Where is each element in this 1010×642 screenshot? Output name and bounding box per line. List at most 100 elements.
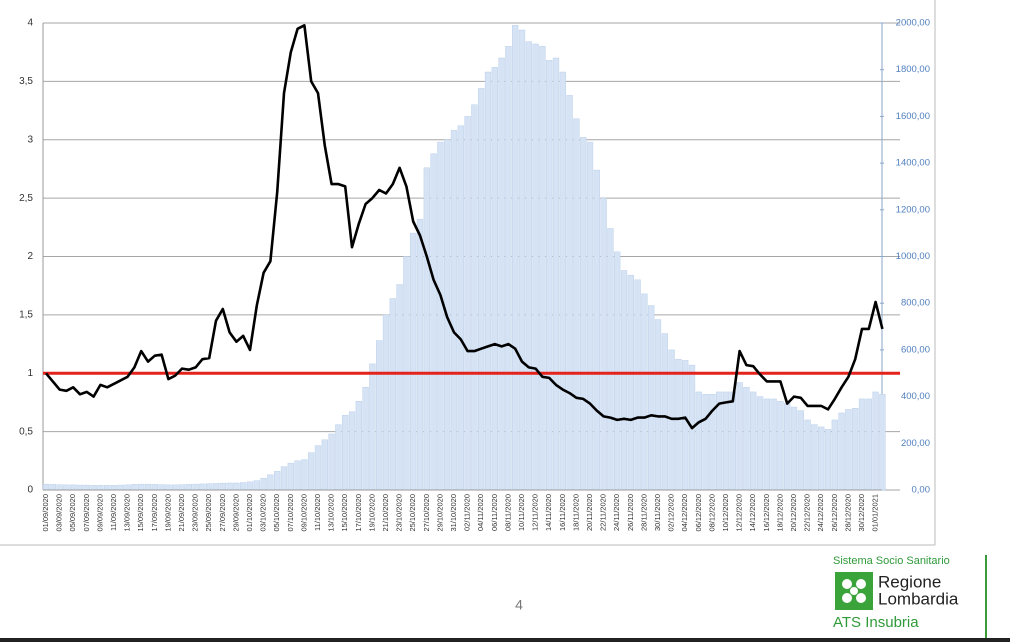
bar (695, 391, 702, 491)
x-tick-label: 17/10/2020 (354, 494, 363, 532)
x-tick-label: 18/11/2020 (571, 494, 580, 531)
bar (151, 484, 158, 491)
bar (804, 419, 811, 491)
bar (852, 408, 859, 491)
bar (280, 466, 288, 491)
y-tick-label: 2,5 (19, 193, 33, 204)
y2-tick-label: 1600,00 (896, 111, 930, 122)
bar (559, 71, 566, 491)
x-tick-label: 12/11/2020 (531, 494, 540, 531)
x-tick-label: 22/11/2020 (599, 494, 608, 531)
bar (219, 482, 226, 491)
bar (138, 483, 145, 491)
x-tick-label: 25/10/2020 (408, 494, 417, 532)
y-tick-label: 0 (27, 485, 33, 496)
bar (382, 314, 390, 491)
bar (573, 118, 580, 491)
bar (206, 483, 213, 491)
bar (260, 478, 267, 491)
bar (287, 462, 294, 491)
x-tick-label: 21/10/2020 (381, 494, 390, 532)
x-tick-label: 05/09/2020 (68, 494, 77, 532)
bar (838, 412, 845, 491)
x-tick-label: 14/11/2020 (544, 494, 553, 531)
x-tick-label: 28/11/2020 (639, 494, 648, 531)
x-tick-label: 08/11/2020 (503, 494, 512, 531)
y2-tick-label: 2000,00 (896, 18, 930, 29)
bar (512, 25, 519, 491)
bar (192, 483, 199, 491)
bar (131, 484, 138, 491)
bar (661, 333, 668, 491)
x-tick-label: 21/09/2020 (177, 494, 186, 532)
x-tick-label: 08/12/2020 (707, 494, 716, 532)
logo-region-1: Regione (878, 572, 941, 591)
y-tick-label: 3 (27, 134, 33, 145)
x-tick-label: 07/10/2020 (286, 494, 295, 532)
bar (110, 485, 118, 491)
y-tick-label: 3,5 (19, 76, 33, 87)
x-tick-label: 09/10/2020 (299, 494, 308, 532)
x-tick-label: 19/09/2020 (163, 494, 172, 532)
y2-tick-label: 1800,00 (896, 64, 930, 75)
x-tick-label: 10/12/2020 (721, 494, 730, 532)
x-tick-label: 24/11/2020 (612, 494, 621, 531)
y2-tick-label: 1200,00 (896, 204, 930, 215)
x-tick-label: 19/10/2020 (367, 494, 376, 532)
bar (199, 483, 206, 491)
bar (831, 419, 838, 491)
bar (42, 483, 50, 491)
x-tick-label: 30/11/2020 (653, 494, 662, 531)
x-tick-label: 02/12/2020 (667, 494, 676, 532)
bar (777, 401, 784, 491)
bar (301, 459, 308, 491)
bar (70, 484, 77, 491)
bar (607, 228, 614, 491)
bar (641, 293, 648, 491)
bar (532, 43, 539, 491)
bar (308, 452, 315, 491)
bar (879, 394, 886, 491)
bar (253, 480, 260, 491)
bar (648, 305, 655, 491)
bar (90, 485, 97, 491)
x-tick-label: 14/12/2020 (748, 494, 757, 532)
x-tick-label: 30/12/2020 (857, 494, 866, 532)
x-tick-label: 23/09/2020 (191, 494, 200, 532)
x-tick-label: 16/11/2020 (558, 494, 567, 531)
bar (498, 57, 505, 491)
bar (634, 279, 641, 491)
x-tick-label: 17/09/2020 (150, 494, 159, 532)
bar (335, 424, 342, 491)
y2-tick-label: 400,00 (901, 391, 930, 402)
bar (872, 391, 879, 491)
bar (566, 95, 573, 491)
bar (763, 398, 770, 491)
bar (104, 485, 111, 491)
bar (233, 482, 240, 491)
y2-tick-label: 0,00 (912, 485, 931, 496)
bar (525, 41, 532, 491)
bar (416, 218, 424, 491)
bar (430, 153, 437, 491)
x-tick-label: 18/12/2020 (775, 494, 784, 532)
bar (396, 284, 403, 491)
bar (770, 398, 777, 491)
x-tick-label: 13/09/2020 (123, 494, 132, 532)
chart: 0 0,5 1 1,5 2 2,5 3 3,5 4 0,00 200,00 400,00 600,00 8… (19, 18, 930, 532)
bar (314, 445, 322, 491)
bar (552, 57, 560, 491)
bar (185, 484, 192, 491)
bar (593, 169, 600, 491)
x-tick-label: 06/11/2020 (490, 494, 499, 531)
bar (797, 410, 804, 491)
y2-tick-label: 800,00 (901, 298, 930, 309)
bar (267, 474, 274, 491)
y-tick-label: 4 (27, 18, 33, 29)
x-tick-label: 23/10/2020 (395, 494, 404, 532)
bar (410, 232, 417, 491)
bar (246, 481, 254, 491)
bar (743, 387, 750, 491)
y-tick-label: 2 (27, 251, 33, 262)
